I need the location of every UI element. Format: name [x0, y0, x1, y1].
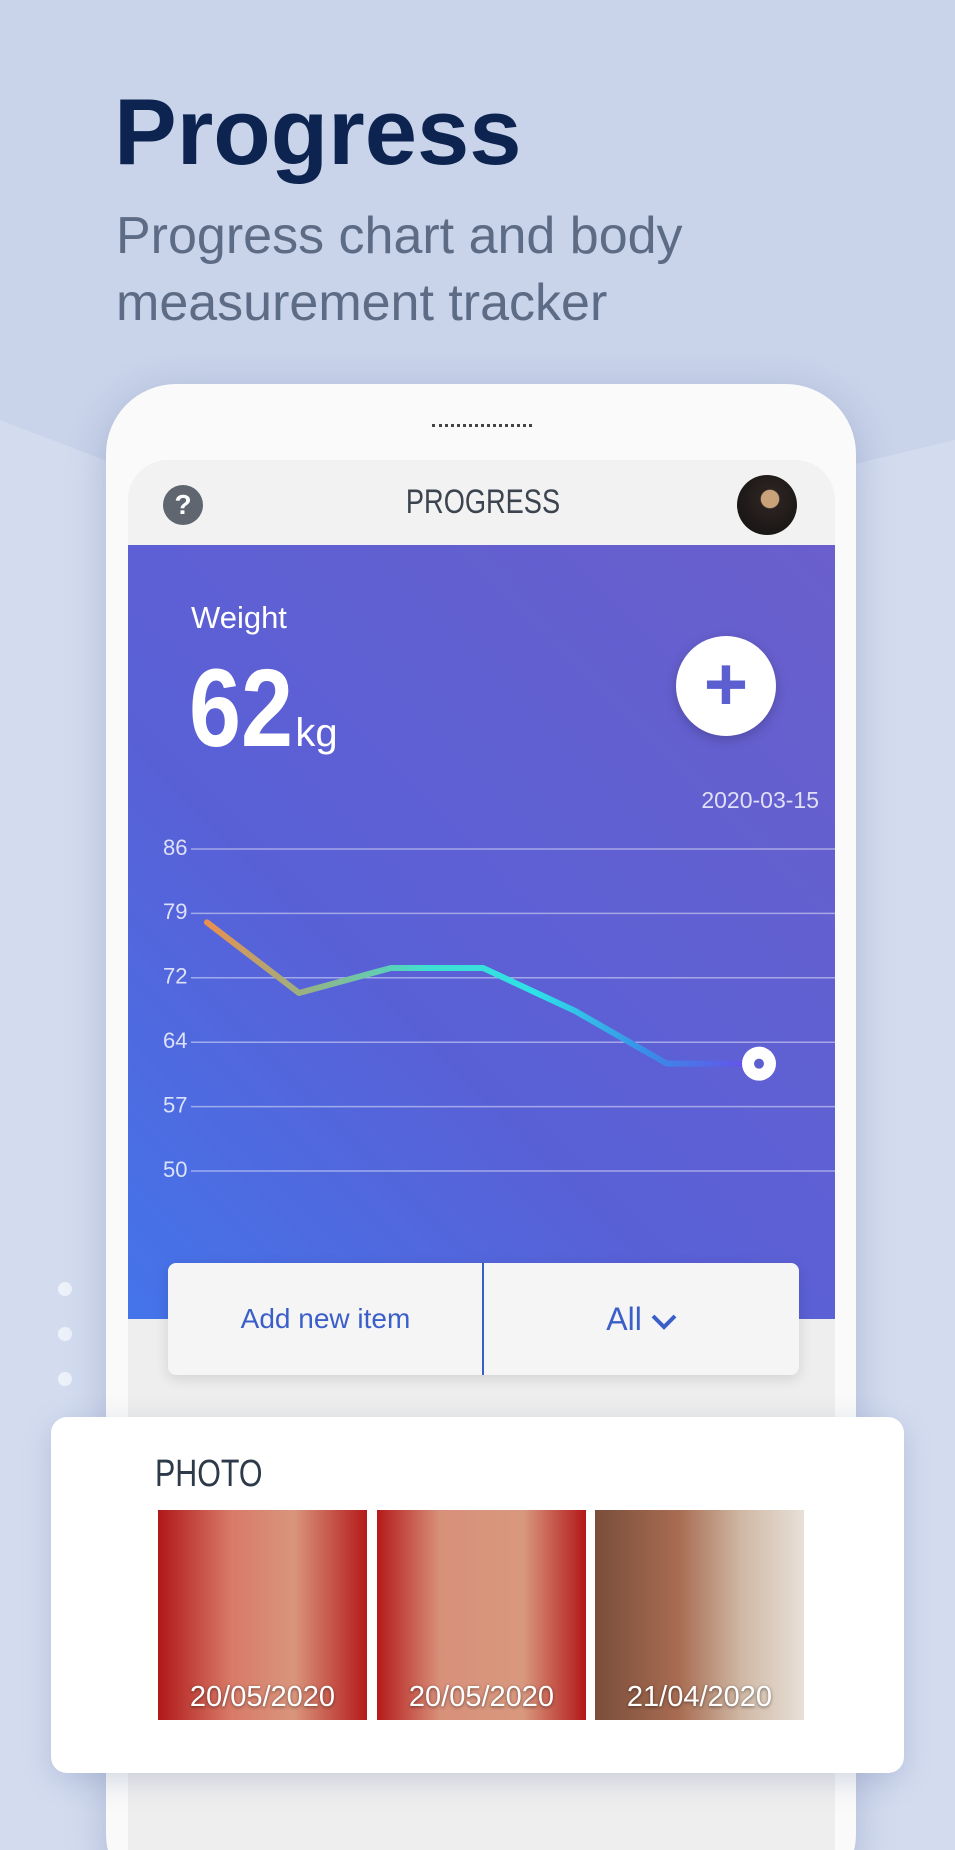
help-button[interactable]: ? — [163, 485, 203, 525]
subtitle-line: Progress chart and body — [116, 207, 683, 265]
y-tick-label: 57 — [163, 1092, 187, 1117]
page-subtitle: Progress chart and body measurement trac… — [116, 203, 683, 337]
latest-point-dot — [754, 1058, 764, 1069]
weight-unit: kg — [295, 711, 338, 755]
photo[interactable]: 20/05/2020 — [377, 1510, 586, 1720]
filter-label: All — [606, 1301, 642, 1337]
photo-card: PHOTO 20/05/2020 20/05/2020 21/04/2020 — [51, 1417, 904, 1773]
page-title: Progress — [114, 79, 522, 184]
chevron — [651, 1314, 677, 1330]
avatar[interactable] — [737, 475, 797, 535]
weight-line — [204, 919, 762, 1067]
y-tick-label: 64 — [163, 1028, 187, 1053]
photo[interactable]: 21/04/2020 — [595, 1510, 804, 1720]
weight-reading: 62 kg — [189, 645, 338, 772]
speaker — [432, 424, 532, 430]
y-tick-label: 86 — [163, 835, 187, 860]
weight-value: 62 — [189, 647, 294, 770]
weight-label: Weight — [191, 600, 287, 635]
subtitle-line: measurement tracker — [116, 274, 608, 332]
y-tick-label: 79 — [163, 899, 187, 924]
chart-date: 2020-03-15 — [701, 787, 819, 813]
action-card: Add new item All — [168, 1263, 799, 1375]
filter-dropdown[interactable]: All — [484, 1263, 799, 1375]
divider — [482, 1263, 484, 1375]
photo-date: 20/05/2020 — [189, 1681, 336, 1713]
photo[interactable]: 20/05/2020 — [158, 1510, 367, 1720]
add-weight-button[interactable]: + — [676, 636, 776, 736]
photo-date: 20/05/2020 — [408, 1681, 555, 1713]
app-bar — [128, 460, 835, 545]
photo-date: 21/04/2020 — [626, 1681, 773, 1713]
y-tick-label: 50 — [163, 1157, 187, 1182]
add-item-button[interactable]: Add new item — [240, 1303, 411, 1334]
app-bar-title: PROGRESS — [405, 483, 561, 521]
y-tick-label: 72 — [163, 964, 187, 989]
photo-title: PHOTO — [155, 1453, 263, 1495]
